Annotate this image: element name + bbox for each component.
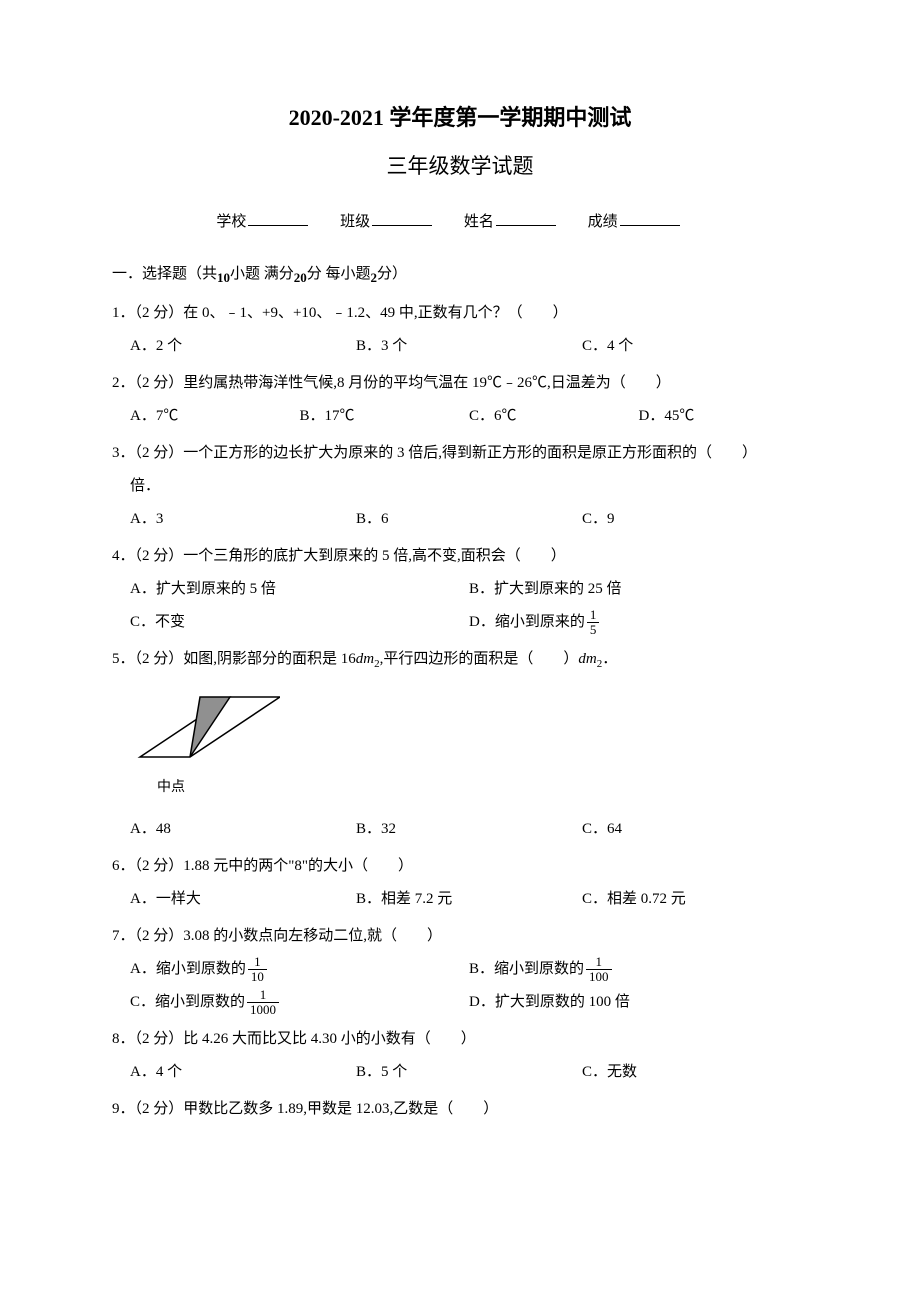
q7-b-prefix: B．缩小到原数的 [469, 961, 584, 977]
q8-text: 8．（2 分）比 4.26 大而比又比 4.30 小的小数有（ ） [112, 1023, 808, 1056]
q1-opt-a: A．2 个 [130, 330, 356, 363]
q7-c-prefix: C．缩小到原数的 [130, 994, 245, 1010]
q7-options: A．缩小到原数的110 B．缩小到原数的1100 C．缩小到原数的11000 D… [112, 953, 808, 1019]
q7-c-fraction: 11000 [247, 988, 279, 1018]
q1-opt-c: C．4 个 [582, 330, 808, 363]
question-8: 8．（2 分）比 4.26 大而比又比 4.30 小的小数有（ ） A．4 个 … [112, 1023, 808, 1089]
parallelogram-diagram [130, 687, 280, 767]
blank-score [620, 211, 680, 226]
q8-opt-b: B．5 个 [356, 1056, 582, 1089]
q3-opt-b: B．6 [356, 503, 582, 536]
q7-opt-d: D．扩大到原数的 100 倍 [469, 986, 808, 1019]
q2-text: 2．（2 分）里约属热带海洋性气候,8 月份的平均气温在 19℃﹣26℃,日温差… [112, 367, 808, 400]
q7-opt-c: C．缩小到原数的11000 [130, 986, 469, 1019]
q8-opt-a: A．4 个 [130, 1056, 356, 1089]
blank-class [372, 211, 432, 226]
q8-options: A．4 个 B．5 个 C．无数 [112, 1056, 808, 1089]
question-6: 6．（2 分）1.88 元中的两个"8"的大小（ ） A．一样大 B．相差 7.… [112, 850, 808, 916]
section-n2: 20 [294, 270, 307, 285]
section-mid2: 分 每小题 [307, 266, 371, 282]
q7-c-den: 1000 [247, 1003, 279, 1017]
q1-options: A．2 个 B．3 个 C．4 个 [112, 330, 808, 363]
q3-opt-c: C．9 [582, 503, 808, 536]
q2-opt-b: B．17℃ [300, 400, 470, 433]
q2-opt-d: D．45℃ [639, 400, 809, 433]
q5-text: 5．（2 分）如图,阴影部分的面积是 16dm2,平行四边形的面积是（ ）dm2… [112, 643, 808, 676]
q5-figure [112, 687, 808, 767]
q2-opt-a: A．7℃ [130, 400, 300, 433]
q4-opt-d: D．缩小到原来的15 [469, 606, 808, 639]
q6-opt-c: C．相差 0.72 元 [582, 883, 808, 916]
q3-text1: 3．（2 分）一个正方形的边长扩大为原来的 3 倍后,得到新正方形的面积是原正方… [112, 437, 808, 470]
q7-b-den: 100 [586, 970, 612, 984]
q7-a-prefix: A．缩小到原数的 [130, 961, 246, 977]
shaded-triangle [190, 697, 230, 757]
question-2: 2．（2 分）里约属热带海洋性气候,8 月份的平均气温在 19℃﹣26℃,日温差… [112, 367, 808, 433]
q6-opt-a: A．一样大 [130, 883, 356, 916]
question-3: 3．（2 分）一个正方形的边长扩大为原来的 3 倍后,得到新正方形的面积是原正方… [112, 437, 808, 536]
section-mid1: 小题 满分 [230, 266, 294, 282]
section-n1: 10 [217, 270, 230, 285]
q7-text: 7．（2 分）3.08 的小数点向左移动二位,就（ ） [112, 920, 808, 953]
q4-options: A．扩大到原来的 5 倍 B．扩大到原来的 25 倍 C．不变 D．缩小到原来的… [112, 573, 808, 639]
q4-d-num: 1 [587, 608, 600, 623]
q5-p2: ,平行四边形的面积是（ ） [380, 651, 579, 667]
question-9: 9．（2 分）甲数比乙数多 1.89,甲数是 12.03,乙数是（ ） [112, 1093, 808, 1126]
q5-unit1: dm [356, 651, 374, 667]
q4-d-den: 5 [587, 623, 600, 637]
q8-opt-c: C．无数 [582, 1056, 808, 1089]
q6-text: 6．（2 分）1.88 元中的两个"8"的大小（ ） [112, 850, 808, 883]
q7-a-num: 1 [248, 955, 267, 970]
section-prefix: 一．选择题（共 [112, 266, 217, 282]
label-name: 姓名 [464, 214, 494, 230]
q4-opt-a: A．扩大到原来的 5 倍 [130, 573, 469, 606]
q7-c-num: 1 [247, 988, 279, 1003]
q5-p3: ． [602, 651, 617, 667]
blank-name [496, 211, 556, 226]
q1-opt-b: B．3 个 [356, 330, 582, 363]
q2-opt-c: C．6℃ [469, 400, 639, 433]
q4-opt-b: B．扩大到原来的 25 倍 [469, 573, 808, 606]
page-title: 2020-2021 学年度第一学期期中测试 [112, 100, 808, 132]
q7-b-fraction: 1100 [586, 955, 612, 985]
section-suffix: 分） [377, 266, 407, 282]
q3-opt-a: A．3 [130, 503, 356, 536]
blank-school [248, 211, 308, 226]
q7-a-den: 10 [248, 970, 267, 984]
q4-text: 4．（2 分）一个三角形的底扩大到原来的 5 倍,高不变,面积会（ ） [112, 540, 808, 573]
q4-d-prefix: D．缩小到原来的 [469, 614, 585, 630]
q1-text: 1．（2 分）在 0、﹣1、+9、+10、﹣1.2、49 中,正数有几个？（ ） [112, 297, 808, 330]
label-score: 成绩 [588, 214, 618, 230]
q5-options: A．48 B．32 C．64 [112, 813, 808, 846]
q3-options: A．3 B．6 C．9 [112, 503, 808, 536]
student-info-line: 学校 班级 姓名 成绩 [112, 210, 808, 231]
q4-opt-c: C．不变 [130, 606, 469, 639]
q5-unit2: dm [578, 651, 596, 667]
question-5: 5．（2 分）如图,阴影部分的面积是 16dm2,平行四边形的面积是（ ）dm2… [112, 643, 808, 846]
question-7: 7．（2 分）3.08 的小数点向左移动二位,就（ ） A．缩小到原数的110 … [112, 920, 808, 1019]
question-1: 1．（2 分）在 0、﹣1、+9、+10、﹣1.2、49 中,正数有几个？（ ）… [112, 297, 808, 363]
section-1-title: 一．选择题（共10小题 满分20分 每小题2分） [112, 261, 808, 289]
q5-figure-label: 中点 [112, 773, 808, 804]
q5-p1: 5．（2 分）如图,阴影部分的面积是 16 [112, 651, 356, 667]
q9-text: 9．（2 分）甲数比乙数多 1.89,甲数是 12.03,乙数是（ ） [112, 1093, 808, 1126]
q6-opt-b: B．相差 7.2 元 [356, 883, 582, 916]
q5-opt-b: B．32 [356, 813, 582, 846]
q6-options: A．一样大 B．相差 7.2 元 C．相差 0.72 元 [112, 883, 808, 916]
label-school: 学校 [216, 214, 246, 230]
q5-opt-a: A．48 [130, 813, 356, 846]
q3-text2: 倍． [112, 470, 808, 503]
q5-opt-c: C．64 [582, 813, 808, 846]
q7-opt-a: A．缩小到原数的110 [130, 953, 469, 986]
question-4: 4．（2 分）一个三角形的底扩大到原来的 5 倍,高不变,面积会（ ） A．扩大… [112, 540, 808, 639]
exam-page: 2020-2021 学年度第一学期期中测试 三年级数学试题 学校 班级 姓名 成… [0, 0, 920, 1190]
label-class: 班级 [340, 214, 370, 230]
q7-a-fraction: 110 [248, 955, 267, 985]
q4-d-fraction: 15 [587, 608, 600, 638]
q2-options: A．7℃ B．17℃ C．6℃ D．45℃ [112, 400, 808, 433]
q7-opt-b: B．缩小到原数的1100 [469, 953, 808, 986]
q7-b-num: 1 [586, 955, 612, 970]
page-subtitle: 三年级数学试题 [112, 150, 808, 180]
